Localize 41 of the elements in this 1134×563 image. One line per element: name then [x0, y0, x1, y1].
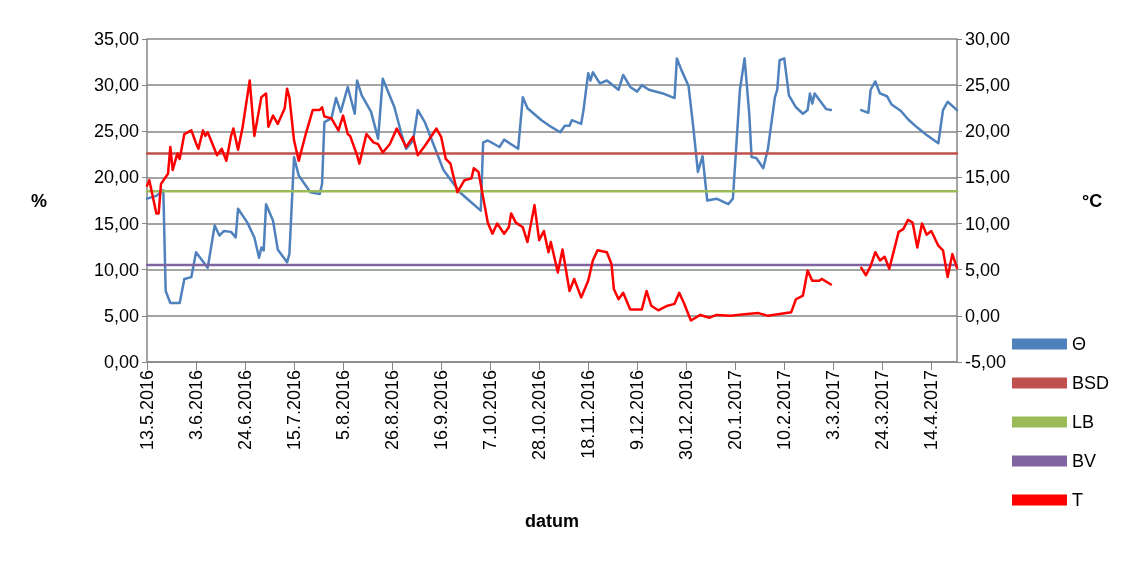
y-tick-label: 5,00 [103, 305, 139, 326]
legend-label: BSD [1071, 373, 1109, 393]
x-axis-title: datum [525, 511, 579, 531]
x-tick-label: 30.12.2016 [676, 370, 697, 461]
y2-tick-label: -5,00 [965, 352, 1007, 372]
x-tick-label: 24.3.2017 [872, 370, 893, 451]
x-tick-label: 10.2.2017 [774, 370, 795, 451]
y2-tick-label: 15,00 [965, 167, 1011, 188]
y2-axis-title: °C [1082, 190, 1103, 211]
y-tick-label: 10,00 [93, 259, 139, 280]
y-axis-title: % [30, 190, 47, 211]
x-tick-label: 3.3.2017 [823, 370, 844, 441]
x-tick-label: 16.9.2016 [431, 370, 452, 451]
x-tick-label: 14.4.2017 [921, 370, 942, 451]
y2-tick-label: 0,00 [965, 305, 1001, 326]
y2-tick-label: 5,00 [965, 259, 1001, 280]
y2-tick-label: 20,00 [965, 121, 1011, 142]
y-tick-label: 25,00 [93, 121, 139, 142]
x-tick-label: 3.6.2016 [186, 370, 207, 441]
x-tick-label: 7.10.2016 [480, 370, 501, 451]
x-tick-label: 18.11.2016 [578, 370, 599, 459]
legend-label: BV [1071, 451, 1096, 471]
x-tick-label: 28.10.2016 [529, 370, 550, 461]
y-tick-label: 0,00 [103, 352, 139, 372]
y-tick-label: 35,00 [93, 29, 139, 49]
legend-label: Θ [1071, 334, 1086, 354]
x-tick-label: 15.7.2016 [284, 370, 305, 451]
y-tick-label: 20,00 [93, 167, 139, 188]
y2-tick-label: 25,00 [965, 75, 1011, 96]
legend-label: LB [1071, 412, 1095, 432]
y2-tick-label: 10,00 [965, 213, 1011, 234]
y-tick-label: 30,00 [93, 75, 139, 96]
x-tick-label: 26.8.2016 [382, 370, 403, 451]
legend-label: T [1071, 490, 1083, 510]
y2-tick-label: 30,00 [965, 29, 1011, 49]
y-tick-label: 15,00 [93, 213, 139, 234]
x-tick-label: 24.6.2016 [235, 370, 256, 451]
x-tick-label: 20.1.2017 [725, 370, 746, 451]
x-tick-label: 5.8.2016 [333, 370, 354, 441]
x-tick-label: 13.5.2016 [137, 370, 157, 451]
x-tick-label: 9.12.2016 [627, 370, 648, 451]
